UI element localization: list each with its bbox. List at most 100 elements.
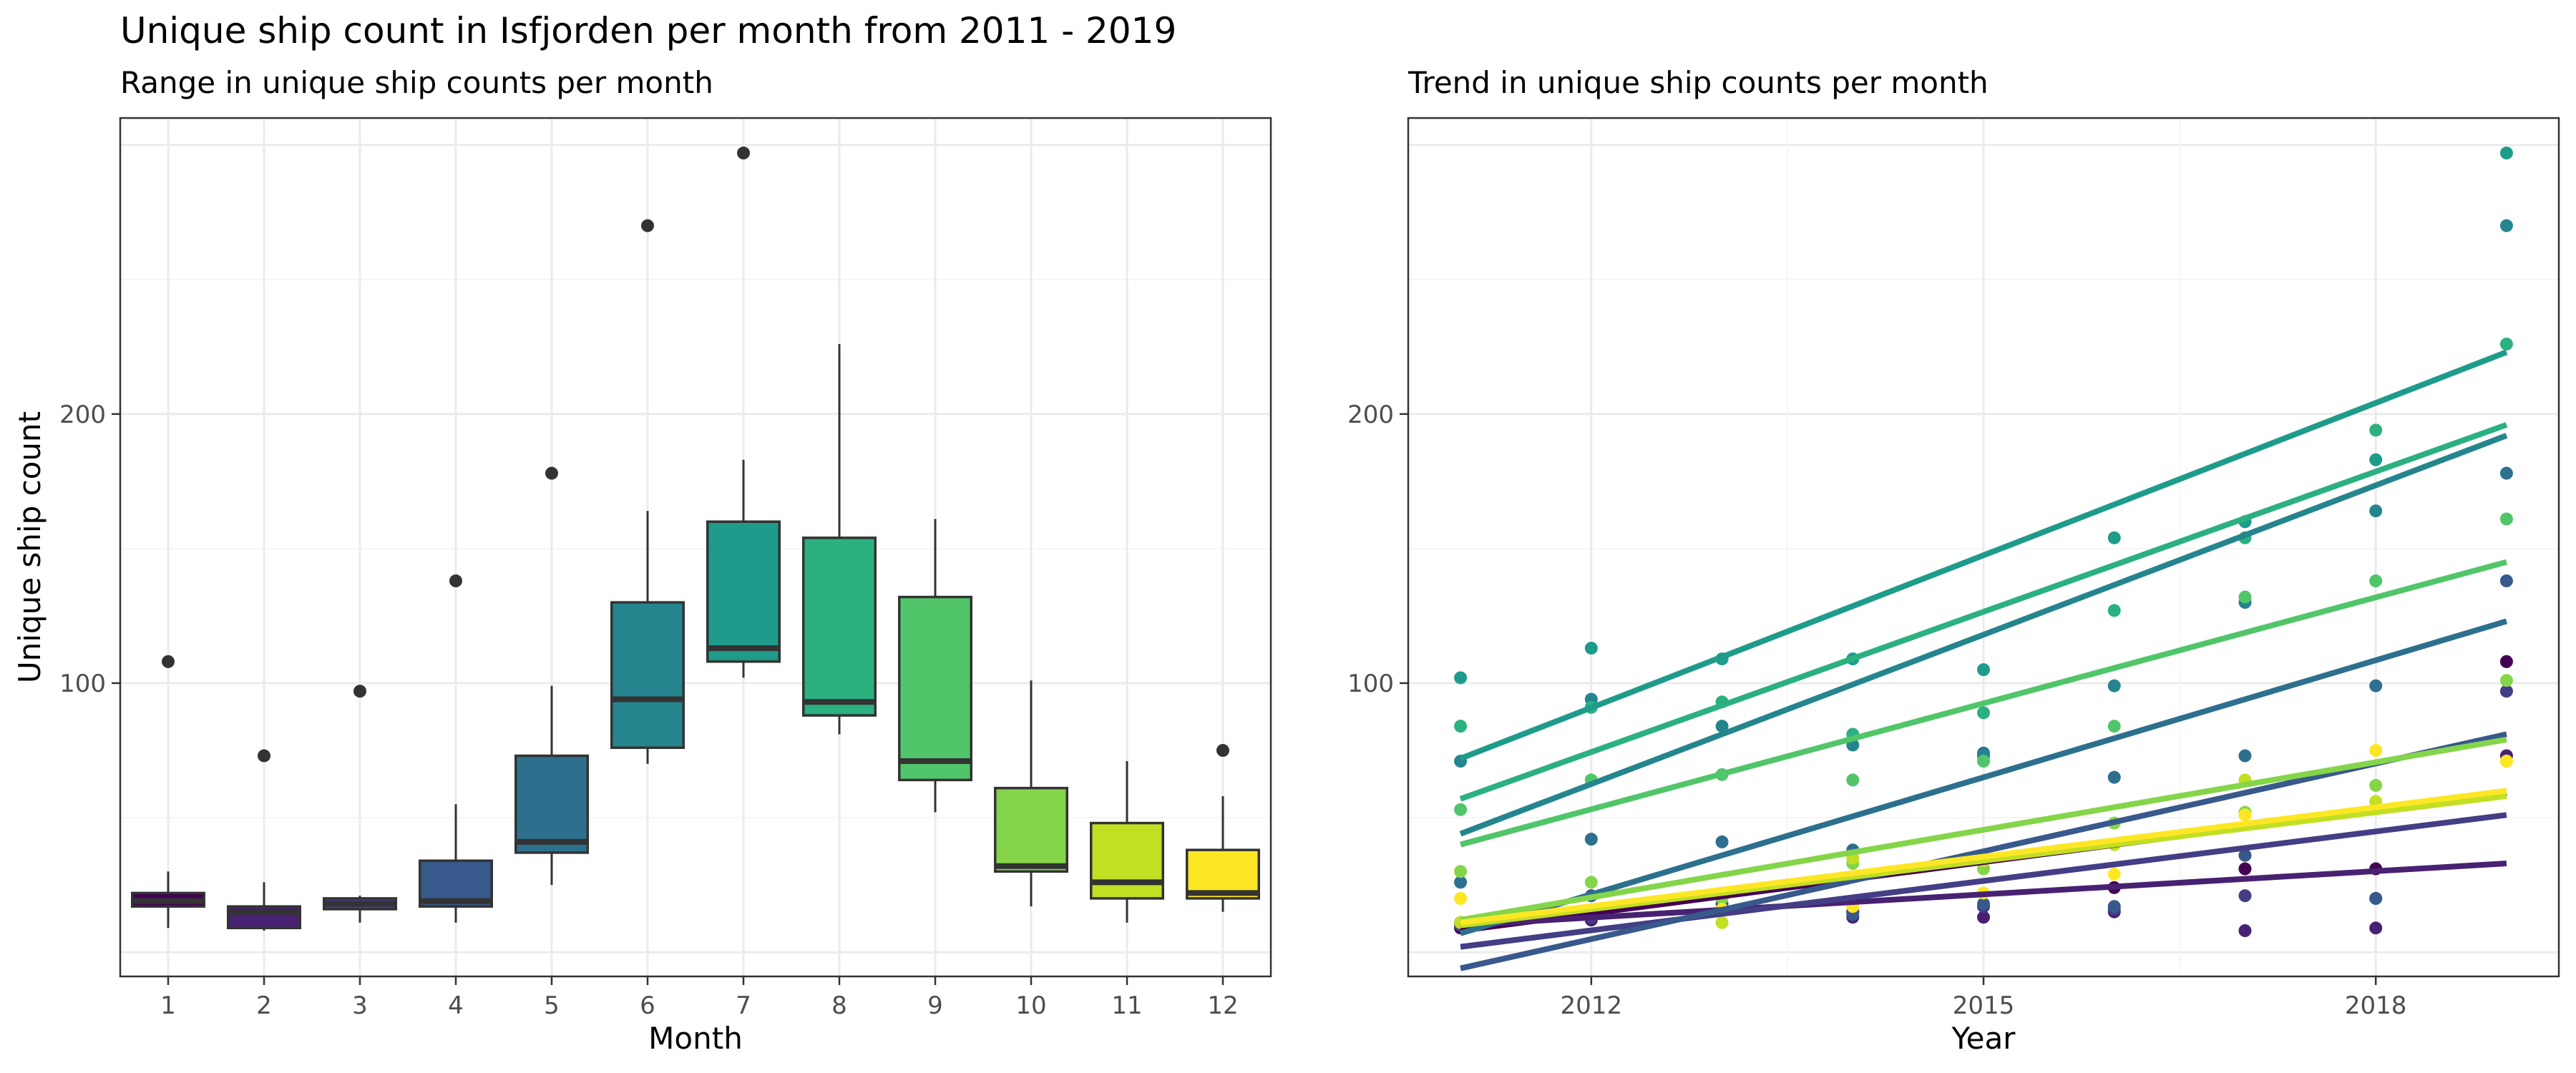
data-point bbox=[2499, 512, 2513, 526]
box-month-4 bbox=[419, 574, 493, 923]
box-month-6 bbox=[610, 219, 685, 764]
outlier-point bbox=[162, 655, 175, 668]
data-point bbox=[1977, 755, 1990, 768]
right-subtitle: Trend in unique ship counts per month bbox=[1407, 65, 1989, 100]
box-iqr bbox=[610, 601, 685, 750]
box-month-5 bbox=[514, 466, 589, 886]
data-point bbox=[2238, 924, 2252, 938]
data-point bbox=[2499, 655, 2513, 668]
data-point bbox=[2238, 848, 2252, 862]
x-tick-label: 2015 bbox=[1953, 991, 2015, 1020]
trend-line-month-12 bbox=[1460, 788, 2507, 926]
data-point bbox=[1584, 833, 1598, 846]
trend-plot-marks bbox=[1454, 146, 2513, 971]
data-point bbox=[2369, 921, 2383, 935]
box-panel-border bbox=[119, 117, 1272, 978]
data-point bbox=[2369, 778, 2383, 792]
box-panel-background bbox=[120, 118, 1271, 976]
data-point bbox=[2369, 891, 2383, 905]
outlier-point bbox=[258, 749, 270, 763]
figure-title: Unique ship count in Isfjorden per month… bbox=[120, 10, 1176, 52]
box-month-12 bbox=[1186, 744, 1260, 912]
data-point bbox=[1977, 663, 1990, 677]
left-subtitle: Range in unique ship counts per month bbox=[120, 65, 713, 100]
box-iqr bbox=[898, 595, 972, 782]
x-tick-label: 6 bbox=[640, 991, 655, 1020]
data-point bbox=[1454, 876, 1468, 889]
x-tick-label: 10 bbox=[1015, 991, 1046, 1020]
box-month-3 bbox=[323, 685, 397, 923]
box-month-7 bbox=[706, 146, 781, 678]
data-point bbox=[1846, 773, 1860, 787]
x-tick-label: 7 bbox=[736, 991, 751, 1020]
data-point bbox=[2499, 337, 2513, 351]
x-tick-label: 2018 bbox=[2345, 991, 2407, 1020]
data-point bbox=[2107, 770, 2121, 784]
trend-line-month-9 bbox=[1460, 559, 2507, 848]
trend-line-month-5 bbox=[1459, 618, 2508, 936]
x-tick-label: 2 bbox=[256, 991, 272, 1020]
box-month-11 bbox=[1090, 761, 1164, 923]
trend-line-month-2 bbox=[1460, 861, 2507, 929]
data-point bbox=[2238, 862, 2252, 876]
x-tick-label: 9 bbox=[927, 991, 943, 1020]
data-point bbox=[2369, 423, 2383, 437]
data-point bbox=[2499, 755, 2513, 768]
data-point bbox=[1454, 671, 1468, 685]
data-point bbox=[1454, 891, 1468, 905]
x-tick-label: 4 bbox=[448, 991, 464, 1020]
data-point bbox=[1454, 720, 1468, 733]
data-point bbox=[2107, 531, 2121, 544]
data-point bbox=[1715, 835, 1729, 848]
trend-x-axis-title: Year bbox=[1951, 1021, 2016, 1056]
box-plot-marks bbox=[131, 146, 1260, 931]
data-point bbox=[1715, 720, 1729, 733]
data-point bbox=[2238, 749, 2252, 763]
trend-panel: 100 200 2012 2015 2018 bbox=[1347, 117, 2560, 1020]
box-iqr bbox=[802, 536, 877, 717]
outlier-point bbox=[449, 574, 462, 588]
data-point bbox=[1454, 803, 1468, 816]
x-tick-label: 11 bbox=[1111, 991, 1142, 1020]
box-month-2 bbox=[227, 749, 301, 931]
trend-line-month-8 bbox=[1459, 422, 2508, 802]
box-month-1 bbox=[131, 655, 205, 929]
data-point bbox=[2107, 604, 2121, 617]
x-tick-label: 5 bbox=[544, 991, 560, 1020]
box-iqr bbox=[1090, 821, 1164, 900]
outlier-point bbox=[353, 685, 366, 698]
trend-line-month-11 bbox=[1460, 793, 2507, 929]
data-point bbox=[1584, 876, 1598, 889]
data-point bbox=[2369, 574, 2383, 588]
y-tick-label: 200 bbox=[59, 401, 106, 429]
trend-line-month-4 bbox=[1460, 731, 2507, 971]
data-point bbox=[1977, 911, 1990, 924]
x-tick-label: 8 bbox=[831, 991, 847, 1020]
box-iqr bbox=[514, 754, 589, 854]
data-point bbox=[1977, 706, 1990, 720]
box-month-8 bbox=[802, 343, 877, 735]
box-x-axis-title: Month bbox=[648, 1021, 743, 1056]
data-point bbox=[2499, 574, 2513, 588]
data-point bbox=[2499, 674, 2513, 687]
data-point bbox=[1454, 865, 1468, 878]
y-tick-label: 200 bbox=[1347, 401, 1394, 429]
trend-line-month-3 bbox=[1460, 812, 2507, 950]
data-point bbox=[2369, 504, 2383, 518]
x-tick-label: 12 bbox=[1207, 991, 1238, 1020]
y-tick-label: 100 bbox=[1347, 670, 1394, 698]
data-point bbox=[2369, 679, 2383, 692]
data-point bbox=[2107, 868, 2121, 881]
data-point bbox=[2499, 146, 2513, 160]
box-y-axis-title: Unique ship count bbox=[12, 411, 47, 683]
data-point bbox=[1715, 916, 1729, 929]
box-iqr bbox=[994, 786, 1068, 873]
trend-line-month-7 bbox=[1459, 349, 2508, 762]
outlier-point bbox=[1216, 744, 1229, 758]
data-point bbox=[2369, 744, 2383, 758]
data-point bbox=[2238, 808, 2252, 822]
box-month-10 bbox=[994, 680, 1068, 907]
data-point bbox=[2499, 219, 2513, 232]
data-point bbox=[2107, 900, 2121, 913]
